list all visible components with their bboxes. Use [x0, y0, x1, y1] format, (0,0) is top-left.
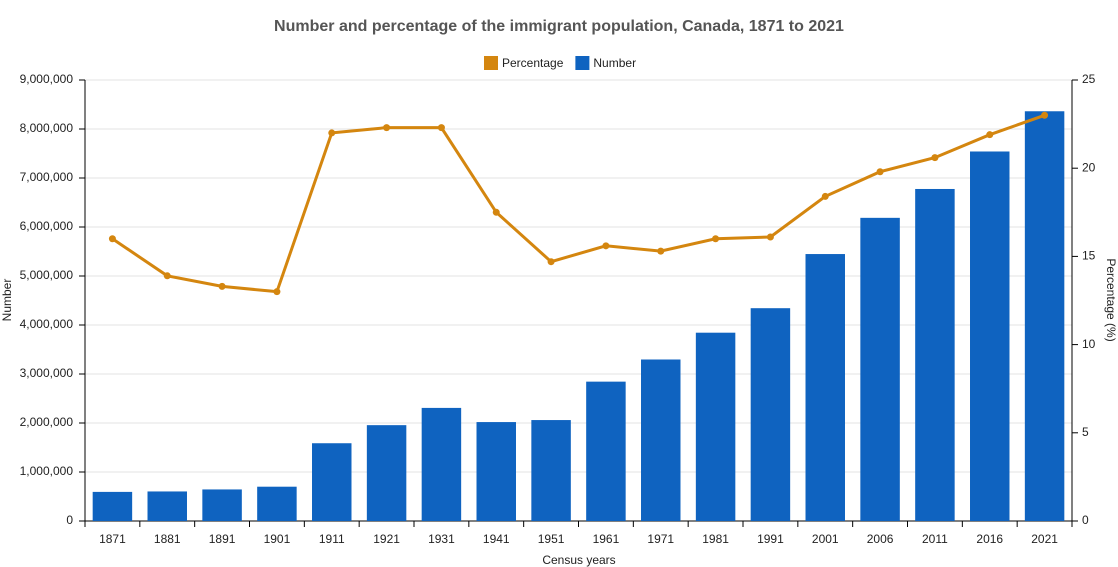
bar — [641, 359, 681, 521]
y-tick-label: 9,000,000 — [20, 72, 74, 86]
legend-swatch — [484, 56, 498, 70]
x-tick-label: 2016 — [976, 532, 1003, 546]
x-tick-label: 1961 — [593, 532, 620, 546]
y-tick-label: 2,000,000 — [20, 415, 74, 429]
point — [218, 282, 226, 290]
bar — [476, 422, 516, 521]
point — [273, 288, 281, 296]
bar — [970, 151, 1010, 521]
bar — [750, 308, 791, 521]
x-tick-label: 1971 — [647, 532, 674, 546]
bar — [531, 420, 571, 521]
y2-tick-label: 10 — [1082, 337, 1096, 351]
legend-label: Number — [593, 56, 636, 70]
y2-tick-label: 5 — [1082, 425, 1089, 439]
x-tick-label: 1881 — [154, 532, 181, 546]
y-tick-label: 3,000,000 — [20, 366, 74, 380]
bar — [312, 443, 352, 521]
point — [602, 242, 610, 250]
point — [328, 129, 336, 137]
point — [986, 131, 994, 139]
y-tick-label: 4,000,000 — [20, 317, 74, 331]
line — [111, 113, 1046, 294]
legend-label: Percentage — [502, 56, 564, 70]
bar — [147, 491, 187, 521]
bar — [92, 491, 133, 521]
bar — [421, 407, 462, 521]
bar — [586, 381, 626, 521]
x-tick-label: 1941 — [483, 532, 510, 546]
point — [383, 124, 391, 132]
y2-axis-label: Percentage (%) — [1104, 258, 1118, 341]
x-tick-label: 2021 — [1031, 532, 1058, 546]
x-tick-label: 1951 — [538, 532, 565, 546]
bar — [915, 188, 955, 521]
point — [547, 258, 555, 266]
point — [931, 154, 939, 162]
point — [108, 235, 116, 243]
point — [657, 247, 665, 255]
x-tick-label: 2011 — [922, 532, 948, 546]
legend-swatch — [575, 56, 590, 70]
bar — [202, 489, 242, 521]
point — [821, 192, 829, 200]
point — [163, 272, 171, 280]
y-tick-label: 5,000,000 — [20, 268, 74, 282]
point — [492, 208, 500, 216]
x-tick-label: 1871 — [99, 532, 126, 546]
y2-tick-label: 25 — [1082, 72, 1096, 86]
point — [712, 235, 720, 243]
x-tick-label: 1921 — [373, 532, 400, 546]
y-tick-label: 0 — [66, 513, 73, 527]
point — [437, 124, 445, 132]
y-tick-label: 6,000,000 — [20, 219, 74, 233]
x-tick-label: 1931 — [428, 532, 455, 546]
x-tick-label: 1901 — [264, 532, 291, 546]
y2-tick-label: 20 — [1082, 160, 1096, 174]
x-tick-label: 1991 — [757, 532, 784, 546]
point — [1041, 111, 1049, 119]
bar — [695, 332, 736, 521]
bar — [366, 425, 407, 521]
y-tick-label: 7,000,000 — [20, 170, 74, 184]
chart-title: Number and percentage of the immigrant p… — [274, 18, 844, 35]
y-axis-label: Number — [0, 279, 14, 322]
point — [766, 233, 774, 241]
x-tick-label: 2006 — [867, 532, 894, 546]
x-tick-label: 2001 — [812, 532, 839, 546]
y-tick-label: 1,000,000 — [20, 464, 74, 478]
y-tick-label: 8,000,000 — [20, 121, 74, 135]
point — [876, 168, 884, 176]
bar — [1024, 111, 1065, 522]
x-tick-label: 1891 — [209, 532, 236, 546]
y2-tick-label: 15 — [1082, 249, 1096, 263]
bar — [805, 254, 845, 521]
x-tick-label: 1981 — [702, 532, 729, 546]
x-axis-label: Census years — [542, 553, 615, 567]
x-tick-label: 1911 — [319, 532, 345, 546]
bar — [860, 217, 900, 521]
bar — [257, 486, 297, 521]
y2-tick-label: 0 — [1082, 513, 1089, 527]
